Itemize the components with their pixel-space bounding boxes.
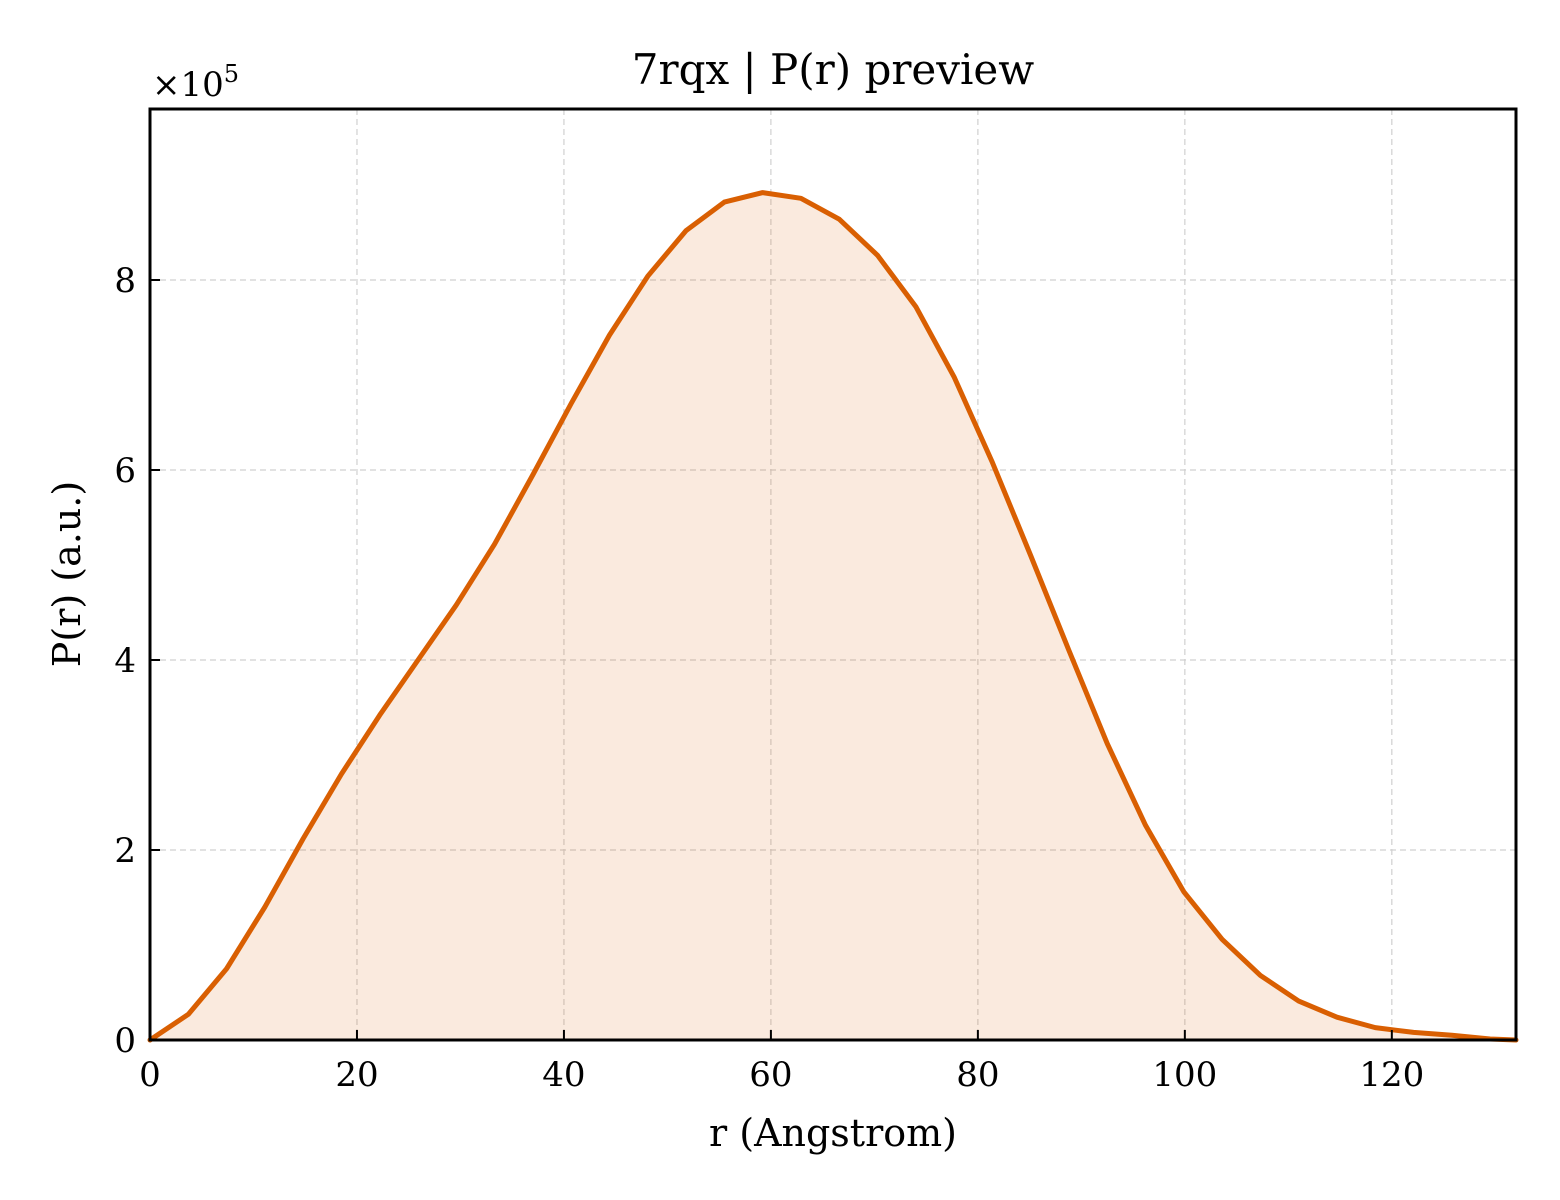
x-tick-label: 40 <box>542 1055 585 1095</box>
x-tick-label: 60 <box>749 1055 792 1095</box>
y-tick-label: 0 <box>114 1021 136 1061</box>
series-area-fill <box>150 192 1516 1041</box>
y-tick-label: 2 <box>114 831 136 871</box>
y-multiplier-base: ×10 <box>152 65 224 105</box>
y-axis-multiplier: ×105 <box>152 60 239 105</box>
y-multiplier-exponent: 5 <box>224 60 239 88</box>
x-tick-label: 0 <box>139 1055 161 1095</box>
y-axis-title: P(r) (a.u.) <box>45 481 89 667</box>
axes-frame <box>148 107 1518 1042</box>
x-tick-label: 100 <box>1152 1055 1217 1095</box>
x-axis-title: r (Angstrom) <box>709 1111 957 1155</box>
y-tick-label: 6 <box>114 451 136 491</box>
y-tick-label: 4 <box>114 641 136 681</box>
ticks: 0 20 40 60 80 100 120 0 2 4 6 8 <box>114 261 1424 1095</box>
y-tick-label: 8 <box>114 261 136 301</box>
x-tick-label: 20 <box>335 1055 378 1095</box>
x-tick-label: 80 <box>956 1055 999 1095</box>
x-tick-label: 120 <box>1359 1055 1424 1095</box>
chart-title: 7rqx | P(r) preview <box>632 45 1035 94</box>
